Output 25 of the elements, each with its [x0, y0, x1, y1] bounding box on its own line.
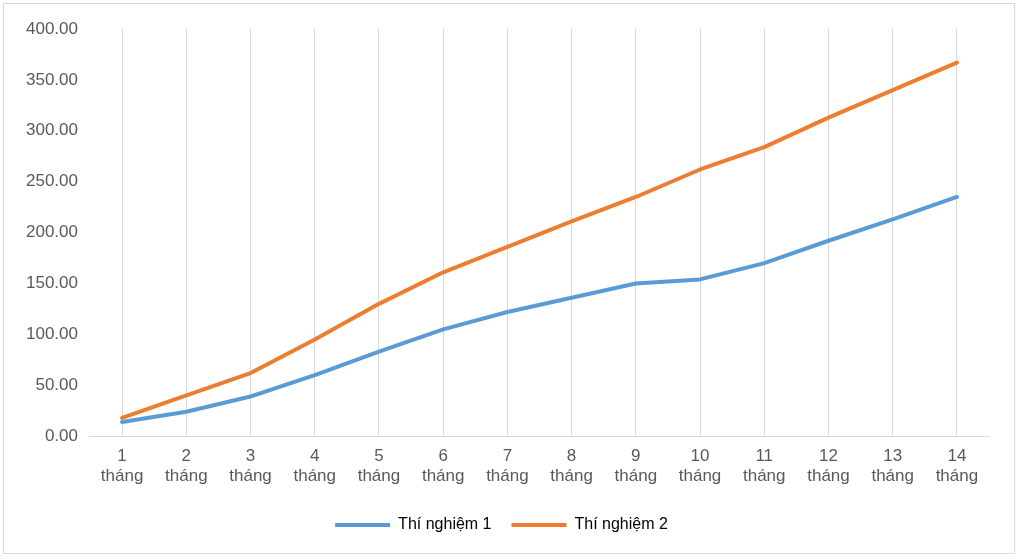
x-tick-label: 8 tháng: [550, 446, 593, 486]
y-tick-label: 350.00: [26, 69, 78, 89]
y-tick-label: 200.00: [26, 222, 78, 242]
x-tick-label: 3 tháng: [229, 446, 272, 486]
x-tick-label: 11 tháng: [742, 446, 786, 486]
y-tick-label: 0.00: [44, 425, 78, 445]
x-tick-label: 9 tháng: [614, 446, 658, 486]
y-tick-label: 400.00: [26, 18, 78, 38]
y-tick-label: 100.00: [26, 324, 78, 344]
x-tick-label: 10 tháng: [678, 446, 722, 486]
y-tick-label: 300.00: [26, 120, 78, 140]
x-tick-label: 1 tháng: [100, 446, 144, 486]
legend-label: Thí nghiệm 2: [574, 515, 668, 533]
x-tick-label: 13 tháng: [871, 446, 914, 486]
x-tick-label: 2 tháng: [165, 446, 208, 486]
y-tick-label: 50.00: [35, 374, 78, 394]
x-tick-label: 6 tháng: [421, 446, 465, 486]
x-tick-label: 4 tháng: [293, 446, 337, 486]
y-tick-label: 150.00: [26, 273, 78, 293]
x-tick-label: 5 tháng: [357, 446, 401, 486]
legend-label: Thí nghiệm 1: [398, 515, 492, 533]
x-tick-label: 7 tháng: [486, 446, 529, 486]
y-tick-label: 250.00: [26, 171, 78, 191]
x-tick-label: 14 tháng: [935, 446, 979, 486]
x-tick-label: 12 tháng: [807, 446, 850, 486]
